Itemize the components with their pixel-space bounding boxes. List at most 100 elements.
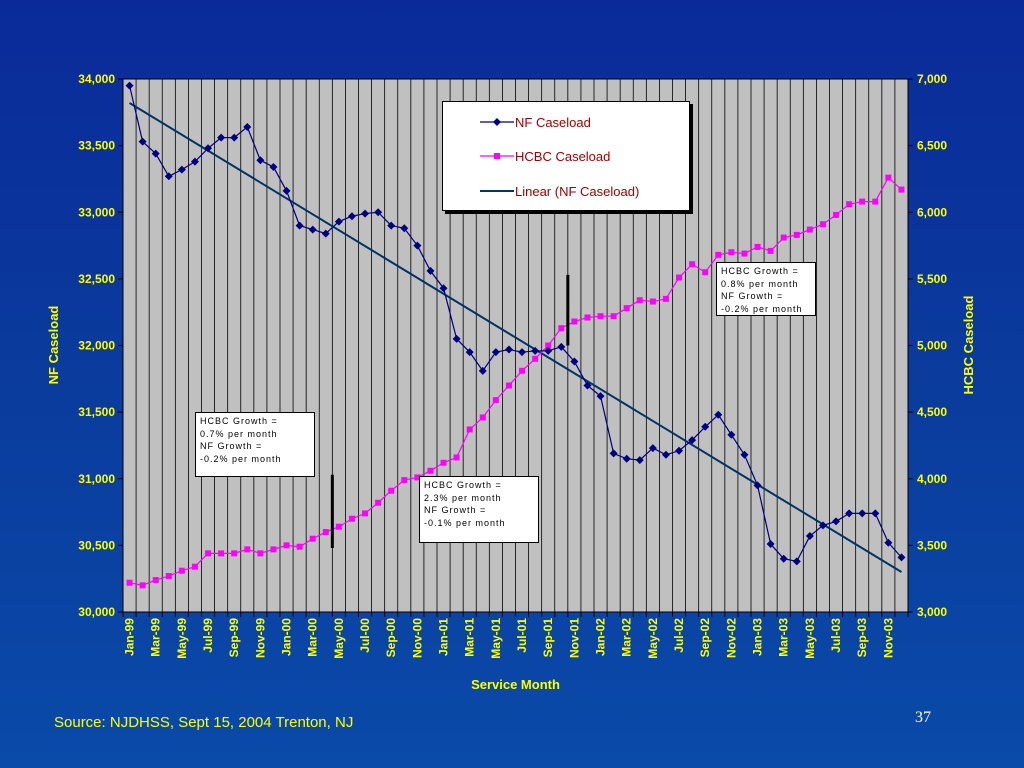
axes: 30,000 30,500 31,000 31,500 32,000 32,500 33,0… xyxy=(78,72,947,659)
y-tick-label: 32,000 xyxy=(78,339,115,353)
x-tick-label: Jul-01 xyxy=(515,618,529,653)
hcbc-point xyxy=(388,487,395,494)
hcbc-point xyxy=(178,567,185,574)
nf-point xyxy=(125,81,134,90)
nf-point xyxy=(426,266,435,275)
y-tick-label: 33,500 xyxy=(78,139,115,153)
x-tick-label: Jul-99 xyxy=(201,618,215,653)
x-tick-label: Mar-02 xyxy=(620,618,634,657)
hcbc-point xyxy=(715,251,722,258)
hcbc-point xyxy=(662,295,669,302)
nf-point xyxy=(347,212,356,221)
page-number: 37 xyxy=(915,709,931,726)
note-line: HCBC Growth = xyxy=(424,480,502,490)
hcbc-point xyxy=(348,515,355,522)
hcbc-point xyxy=(244,546,251,553)
hcbc-point xyxy=(859,198,866,205)
hcbc-point xyxy=(427,467,434,474)
x-tick-label: Mar-00 xyxy=(306,618,320,657)
hcbc-point xyxy=(767,247,774,254)
series-nf-group xyxy=(125,81,906,566)
x-tick-label: Sep-99 xyxy=(227,618,241,658)
hcbc-point xyxy=(558,325,565,332)
hcbc-point xyxy=(610,313,617,320)
nf-point xyxy=(400,224,409,233)
y-tick-label: 30,500 xyxy=(78,538,115,552)
nf-point xyxy=(321,229,330,238)
hcbc-point xyxy=(519,367,526,374)
nf-point xyxy=(805,532,814,541)
growth-note-right: HCBC Growth = 0.8% per month NF Growth =… xyxy=(716,262,816,316)
hcbc-point xyxy=(453,454,460,461)
y2-tick-label: 3,000 xyxy=(917,605,947,619)
note-line: 0.7% per month xyxy=(200,428,278,439)
y2-tick-label: 7,000 xyxy=(917,72,947,86)
hcbc-point xyxy=(283,542,290,549)
hcbc-point xyxy=(205,550,212,557)
line-icon xyxy=(480,190,514,192)
nf-point xyxy=(518,348,527,357)
nf-line xyxy=(128,85,902,563)
nf-point xyxy=(897,553,906,562)
y2-tick-label: 4,000 xyxy=(917,472,947,486)
growth-note-middle: HCBC Growth = 2.3% per month NF Growth =… xyxy=(419,476,539,543)
note-line: NF Growth = xyxy=(200,441,263,451)
x-tick-label: May-02 xyxy=(646,618,660,659)
nf-point xyxy=(465,348,474,357)
hcbc-point xyxy=(257,550,264,557)
x-tick-label: Jan-03 xyxy=(751,618,765,656)
growth-note-left: HCBC Growth = 0.7% per month NF Growth =… xyxy=(195,412,315,477)
nf-point xyxy=(701,422,710,431)
nf-point xyxy=(779,554,788,563)
diamond-line-icon xyxy=(480,118,514,126)
nf-point xyxy=(387,221,396,230)
hcbc-point xyxy=(479,414,486,421)
nf-point xyxy=(635,456,644,465)
hcbc-point xyxy=(296,543,303,550)
square-line-icon xyxy=(480,153,514,159)
nf-point xyxy=(596,392,605,401)
nf-point xyxy=(714,410,723,419)
nf-point xyxy=(648,444,657,453)
hcbc-point xyxy=(545,342,552,349)
hcbc-point xyxy=(165,573,172,580)
y2-tick-label: 6,500 xyxy=(917,139,947,153)
nf-point xyxy=(204,144,213,153)
nf-point xyxy=(256,156,265,165)
legend-item-nf: NF Caseload xyxy=(443,112,689,132)
nf-point xyxy=(675,446,684,455)
hcbc-point xyxy=(885,174,892,181)
hcbc-point xyxy=(819,221,826,228)
nf-point xyxy=(753,481,762,490)
nf-point xyxy=(766,540,775,549)
x-axis-label: Service Month xyxy=(471,677,560,692)
y2-tick-label: 5,500 xyxy=(917,272,947,286)
x-tick-label: May-03 xyxy=(803,618,817,659)
y-tick-label: 32,500 xyxy=(78,272,115,286)
hcbc-point xyxy=(231,550,238,557)
x-tick-label: Sep-02 xyxy=(698,618,712,658)
hcbc-point xyxy=(649,298,656,305)
hcbc-point xyxy=(335,523,342,530)
legend: NF Caseload HCBC Caseload Linear (NF Cas… xyxy=(442,101,690,211)
hcbc-point xyxy=(362,510,369,517)
x-tick-label: Jan-02 xyxy=(594,618,608,656)
nf-point xyxy=(452,334,461,343)
x-tick-label: Jan-01 xyxy=(437,618,451,656)
hcbc-point xyxy=(676,274,683,281)
nf-point xyxy=(858,509,867,518)
y-tick-label: 31,500 xyxy=(78,405,115,419)
hcbc-point xyxy=(623,305,630,312)
trend-line-group xyxy=(129,102,902,573)
nf-point xyxy=(334,217,343,226)
nf-point xyxy=(504,345,513,354)
nf-point xyxy=(727,430,736,439)
note-line: -0.2% per month xyxy=(200,453,282,464)
nf-point xyxy=(177,165,186,174)
nf-point xyxy=(138,137,147,146)
nf-point xyxy=(164,172,173,181)
nf-point xyxy=(308,225,317,234)
x-tick-label: Mar-99 xyxy=(149,618,163,657)
hcbc-point xyxy=(780,234,787,241)
source-citation: Source: NJDHSS, Sept 15, 2004 Trenton, N… xyxy=(54,714,354,731)
